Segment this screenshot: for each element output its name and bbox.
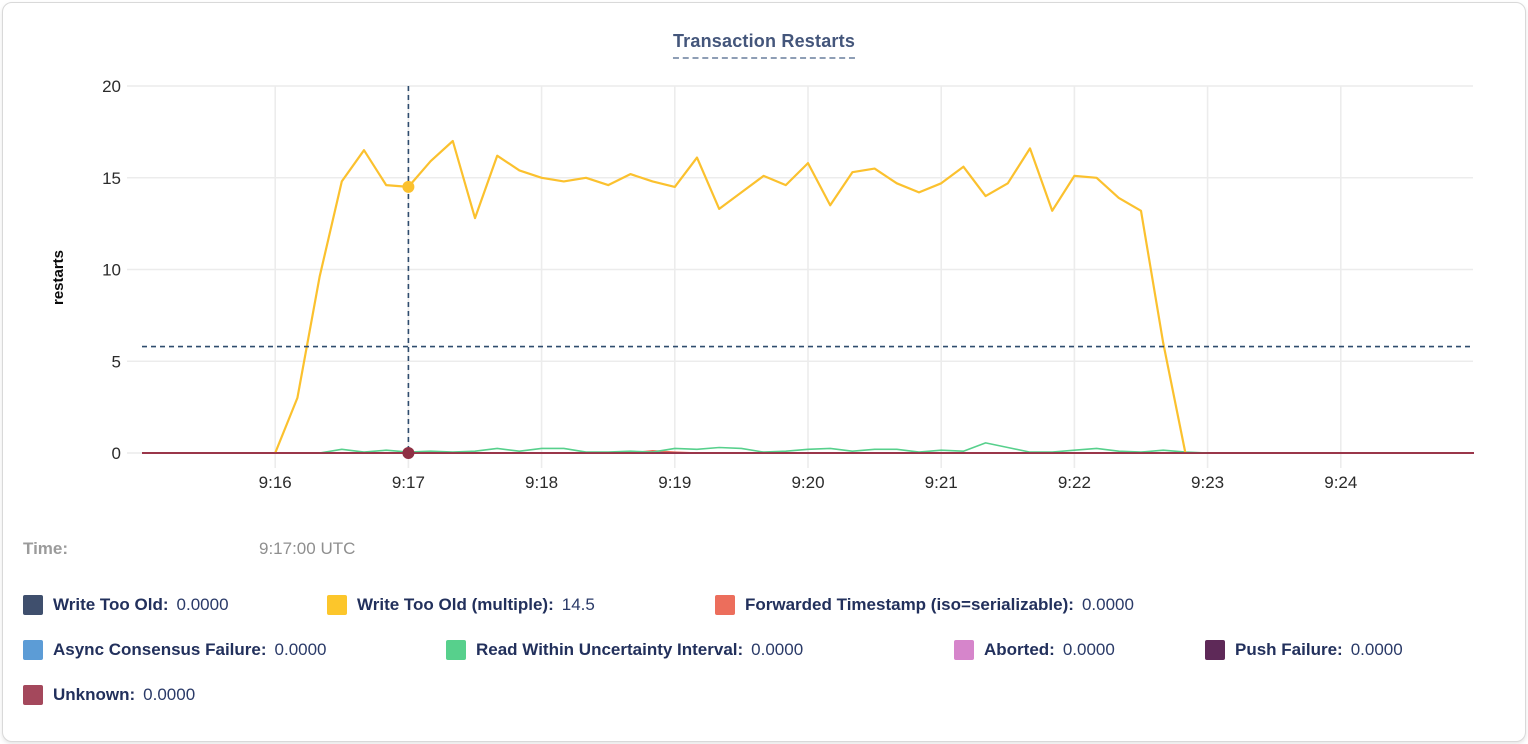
x-tick-label: 9:16 (259, 473, 292, 492)
legend-value: 0.0000 (1350, 640, 1403, 659)
hover-time-readout: Time: 9:17:00 UTC (3, 539, 1525, 565)
hover-dot-unknown (402, 447, 415, 459)
legend-item-unknown: Unknown: 0.0000 (23, 682, 195, 708)
y-tick-label: 15 (102, 169, 121, 188)
x-tick-label: 9:21 (925, 473, 958, 492)
legend-label: Async Consensus Failure: (53, 640, 267, 659)
legend-item-forwarded-timestamp-iso-serializable: Forwarded Timestamp (iso=serializable): 0… (715, 592, 1134, 618)
legend-item-write-too-old-multiple: Write Too Old (multiple): 14.5 (327, 592, 595, 618)
legend-item-push-failure: Push Failure: 0.0000 (1205, 637, 1403, 663)
legend-label: Read Within Uncertainty Interval: (476, 640, 744, 659)
hover-dot-write-too-old-multiple (402, 180, 415, 193)
chart-title[interactable]: Transaction Restarts (672, 31, 856, 59)
legend-swatch-write-too-old-multiple (327, 595, 347, 615)
time-label: Time: (23, 539, 69, 558)
legend-row-1: Write Too Old: 0.0000 Write Too Old (multi… (3, 592, 1525, 618)
legend-value: 0.0000 (274, 640, 327, 659)
legend-label: Push Failure: (1235, 640, 1343, 659)
legend-value: 0.0000 (1081, 595, 1134, 614)
x-tick-label: 9:20 (791, 473, 824, 492)
y-axis-label: restarts (50, 249, 68, 306)
legend-row-3: Unknown: 0.0000 (3, 682, 1525, 708)
legend-value: 0.0000 (143, 685, 196, 704)
legend-label: Write Too Old: (53, 595, 169, 614)
legend-item-read-within-uncertainty-interval: Read Within Uncertainty Interval: 0.0000 (446, 637, 803, 663)
legend-item-async-consensus-failure: Async Consensus Failure: 0.0000 (23, 637, 327, 663)
y-tick-label: 0 (112, 444, 121, 463)
x-tick-label: 9:24 (1324, 473, 1357, 492)
legend-swatch-forwarded-timestamp-iso-serializable (715, 595, 735, 615)
transaction-restarts-chart[interactable]: 0 5 10 15 20 9:16 9:17 9:18 9:19 9:20 9:21 9:22 9:23… (3, 3, 1525, 528)
legend-label: Unknown: (53, 685, 136, 704)
x-tick-label: 9:19 (658, 473, 691, 492)
legend-swatch-unknown (23, 685, 43, 705)
time-value: 9:17:00 UTC (259, 539, 356, 558)
series-line-write-too-old-multiple (274, 139, 1187, 454)
legend-swatch-push-failure (1205, 640, 1225, 660)
legend-item-aborted: Aborted: 0.0000 (954, 637, 1115, 663)
y-tick-label: 10 (102, 261, 121, 280)
legend-row-2: Async Consensus Failure: 0.0000 Read Withi… (3, 637, 1525, 663)
legend-label: Write Too Old (multiple): (357, 595, 554, 614)
legend-value: 0.0000 (176, 595, 229, 614)
legend-swatch-write-too-old (23, 595, 43, 615)
legend-label: Forwarded Timestamp (iso=serializable): (745, 595, 1074, 614)
legend-item-write-too-old: Write Too Old: 0.0000 (23, 592, 229, 618)
legend-swatch-async-consensus-failure (23, 640, 43, 660)
legend-label: Aborted: (984, 640, 1055, 659)
legend-value: 0.0000 (1062, 640, 1115, 659)
y-tick-label: 5 (112, 352, 121, 371)
x-tick-label: 9:17 (392, 473, 425, 492)
legend-swatch-read-within-uncertainty-interval (446, 640, 466, 660)
x-tick-label: 9:23 (1191, 473, 1224, 492)
legend-value: 14.5 (561, 595, 595, 614)
x-tick-label: 9:18 (525, 473, 558, 492)
legend-value: 0.0000 (751, 640, 804, 659)
x-tick-label: 9:22 (1058, 473, 1091, 492)
y-tick-label: 20 (102, 77, 121, 96)
legend-swatch-aborted (954, 640, 974, 660)
